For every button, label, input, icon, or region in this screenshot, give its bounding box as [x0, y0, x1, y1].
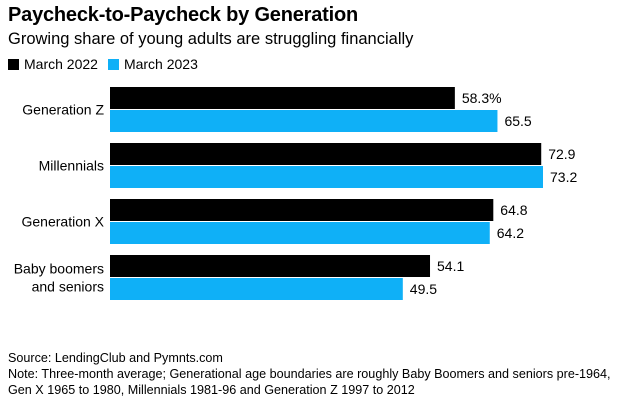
bar-generation-x-march-2022 — [110, 199, 494, 221]
value-label-generation-z-march-2022: 58.3% — [462, 90, 502, 106]
bar-chart: Generation Z 58.3%65.5 Millennials 72.9 73.2… — [14, 87, 577, 300]
category-label-baby-boomers-and-seniors-line-1: Baby boomers — [14, 261, 104, 277]
legend-item-march-2023: March 2023 — [107, 56, 198, 72]
value-label-generation-x-march-2023: 64.2 — [497, 225, 524, 241]
bar-generation-x-march-2023 — [110, 222, 490, 244]
bar-millennials-march-2023 — [110, 166, 543, 188]
value-label-generation-z-march-2023: 65.5 — [504, 113, 531, 129]
bar-baby-boomers-and-seniors-march-2023 — [110, 278, 403, 300]
bar-generation-z-march-2022 — [110, 87, 455, 109]
category-label-generation-z: Generation Z — [22, 102, 104, 118]
source-note: Source: LendingClub and Pymnts.com — [8, 351, 223, 365]
chart-subtitle: Growing share of young adults are strugg… — [8, 30, 414, 48]
chart-title: Paycheck-to-Paycheck by Generation — [8, 4, 359, 26]
chart-footer: Source: LendingClub and Pymnts.com Note:… — [8, 350, 623, 398]
legend-label-march-2022: March 2022 — [24, 56, 98, 72]
legend-swatch-march-2022 — [8, 58, 19, 70]
value-label-baby-boomers-and-seniors-march-2022: 54.1 — [437, 258, 464, 274]
bar-millennials-march-2022 — [110, 143, 542, 165]
value-label-millennials-march-2023: 73.2 — [550, 169, 577, 185]
category-label-baby-boomers-and-seniors-line-2: and seniors — [32, 279, 104, 295]
category-label-millennials: Millennials — [39, 158, 104, 174]
value-label-baby-boomers-and-seniors-march-2023: 49.5 — [410, 281, 437, 297]
bar-baby-boomers-and-seniors-march-2022 — [110, 255, 431, 277]
legend-label-march-2023: March 2023 — [123, 56, 198, 72]
legend-item-march-2022: March 2022 — [8, 56, 98, 72]
legend-swatch-march-2023 — [107, 58, 119, 70]
bar-generation-z-march-2023 — [110, 110, 498, 132]
value-label-generation-x-march-2022: 64.8 — [500, 202, 527, 218]
legend: March 2022 March 2023 — [8, 56, 208, 72]
methodology-note: Note: Three-month average; Generational … — [8, 367, 611, 397]
category-label-generation-x: Generation X — [22, 214, 105, 230]
value-label-millennials-march-2022: 72.9 — [548, 146, 575, 162]
